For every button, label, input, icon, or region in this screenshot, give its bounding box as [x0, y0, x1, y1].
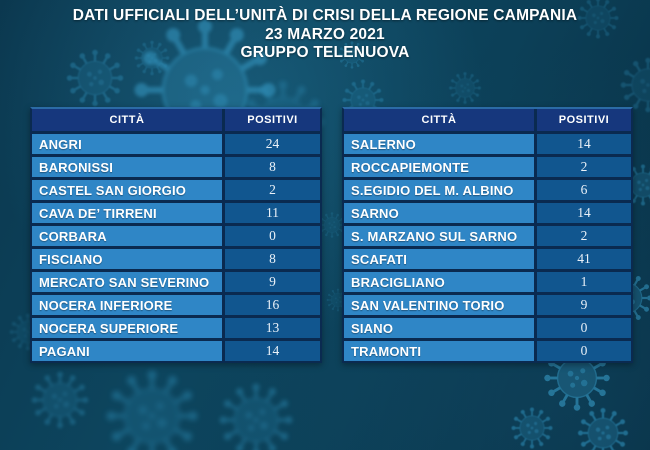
- coronavirus-icon: [104, 368, 200, 450]
- table-row: SCAFATI 41: [344, 249, 631, 269]
- city-cell: NOCERA SUPERIORE: [32, 318, 222, 338]
- table-row: CASTEL SAN GIORGIO 2: [32, 180, 320, 200]
- coronavirus-icon: [510, 406, 554, 450]
- positives-cell: 0: [225, 226, 320, 246]
- city-cell: NOCERA INFERIORE: [32, 295, 222, 315]
- city-cell: CORBARA: [32, 226, 222, 246]
- page-title: DATI UFFICIALI DELL’UNITÀ DI CRISI DELLA…: [72, 7, 578, 24]
- coronavirus-icon: [576, 406, 630, 450]
- positives-cell: 11: [225, 203, 320, 223]
- positives-cell: 8: [225, 157, 320, 177]
- table-row: BARONISSI 8: [32, 157, 320, 177]
- column-header-city: CITTÀ: [32, 109, 222, 131]
- positives-cell: 24: [225, 134, 320, 154]
- cases-table-left: CITTÀ POSITIVI ANGRI 24 BARONISSI 8 CASTEL…: [30, 107, 322, 363]
- city-cell: PAGANI: [32, 341, 222, 361]
- table-row: SALERNO 14: [344, 134, 631, 154]
- table-row: PAGANI 14: [32, 341, 320, 361]
- title-block: DATI UFFICIALI DELL’UNITÀ DI CRISI DELLA…: [0, 7, 650, 63]
- city-cell: S. MARZANO SUL SARNO: [344, 226, 534, 246]
- positives-cell: 14: [225, 341, 320, 361]
- column-header-city: CITTÀ: [344, 109, 534, 131]
- table-row: NOCERA INFERIORE 16: [32, 295, 320, 315]
- positives-cell: 6: [537, 180, 631, 200]
- title-source: GRUPPO TELENUOVA: [240, 44, 410, 61]
- table-row: SAN VALENTINO TORIO 9: [344, 295, 631, 315]
- positives-cell: 0: [537, 318, 631, 338]
- table-row: CAVA DE’ TIRRENI 11: [32, 203, 320, 223]
- coronavirus-icon: [448, 71, 482, 105]
- city-cell: MERCATO SAN SEVERINO: [32, 272, 222, 292]
- table-row: FISCIANO 8: [32, 249, 320, 269]
- table-row: CORBARA 0: [32, 226, 320, 246]
- table-row: ROCCAPIEMONTE 2: [344, 157, 631, 177]
- table-row: SARNO 14: [344, 203, 631, 223]
- table-row: ANGRI 24: [32, 134, 320, 154]
- positives-cell: 1: [537, 272, 631, 292]
- table-header-row: CITTÀ POSITIVI: [344, 109, 631, 131]
- positives-cell: 9: [225, 272, 320, 292]
- city-cell: SALERNO: [344, 134, 534, 154]
- city-cell: S.EGIDIO DEL M. ALBINO: [344, 180, 534, 200]
- positives-cell: 2: [537, 157, 631, 177]
- table-row: S.EGIDIO DEL M. ALBINO 6: [344, 180, 631, 200]
- city-cell: CASTEL SAN GIORGIO: [32, 180, 222, 200]
- positives-cell: 16: [225, 295, 320, 315]
- coronavirus-icon: [218, 382, 294, 450]
- cases-table-right: CITTÀ POSITIVI SALERNO 14 ROCCAPIEMONTE 2 …: [342, 107, 633, 363]
- city-cell: TRAMONTI: [344, 341, 534, 361]
- city-cell: SAN VALENTINO TORIO: [344, 295, 534, 315]
- city-cell: FISCIANO: [32, 249, 222, 269]
- positives-cell: 2: [537, 226, 631, 246]
- table-row: BRACIGLIANO 1: [344, 272, 631, 292]
- positives-cell: 14: [537, 134, 631, 154]
- city-cell: ROCCAPIEMONTE: [344, 157, 534, 177]
- city-cell: BRACIGLIANO: [344, 272, 534, 292]
- title-date: 23 MARZO 2021: [265, 25, 385, 43]
- city-cell: ANGRI: [32, 134, 222, 154]
- positives-cell: 14: [537, 203, 631, 223]
- column-header-positives: POSITIVI: [225, 109, 320, 131]
- positives-cell: 8: [225, 249, 320, 269]
- positives-cell: 41: [537, 249, 631, 269]
- coronavirus-icon: [318, 211, 346, 239]
- coronavirus-icon: [619, 56, 650, 114]
- table-row: NOCERA SUPERIORE 13: [32, 318, 320, 338]
- table-row: SIANO 0: [344, 318, 631, 338]
- coronavirus-icon: [30, 370, 90, 430]
- city-cell: SARNO: [344, 203, 534, 223]
- table-row: TRAMONTI 0: [344, 341, 631, 361]
- table-header-row: CITTÀ POSITIVI: [32, 109, 320, 131]
- positives-cell: 0: [537, 341, 631, 361]
- positives-cell: 9: [537, 295, 631, 315]
- column-header-positives: POSITIVI: [537, 109, 631, 131]
- city-cell: SIANO: [344, 318, 534, 338]
- city-cell: BARONISSI: [32, 157, 222, 177]
- table-row: S. MARZANO SUL SARNO 2: [344, 226, 631, 246]
- positives-cell: 13: [225, 318, 320, 338]
- city-cell: CAVA DE’ TIRRENI: [32, 203, 222, 223]
- city-cell: SCAFATI: [344, 249, 534, 269]
- table-row: MERCATO SAN SEVERINO 9: [32, 272, 320, 292]
- positives-cell: 2: [225, 180, 320, 200]
